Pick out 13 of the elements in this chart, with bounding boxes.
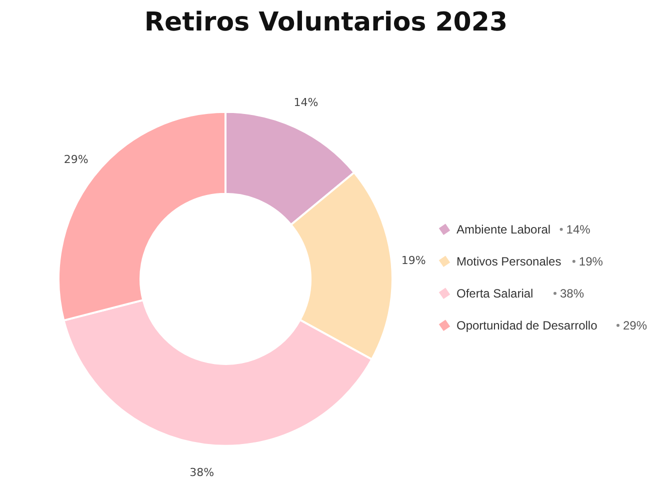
legend-label: Ambiente Laboral	[456, 222, 551, 236]
text: 38%	[560, 286, 584, 300]
data-label: 14%	[294, 96, 318, 109]
legend-label: Oferta Salarial	[456, 286, 534, 300]
text: 14%	[566, 222, 590, 236]
text: 19%	[578, 254, 603, 268]
legend-label: Motivos Personales	[456, 254, 562, 268]
legend-label: Oportunidad de Desarrollo	[456, 318, 598, 332]
text: 29%	[623, 318, 648, 332]
data-label: 19%	[401, 254, 426, 268]
data-label: 38%	[190, 466, 214, 480]
data-label: 29%	[64, 152, 88, 166]
chart-title: Retiros Voluntarios 2023	[144, 8, 508, 38]
